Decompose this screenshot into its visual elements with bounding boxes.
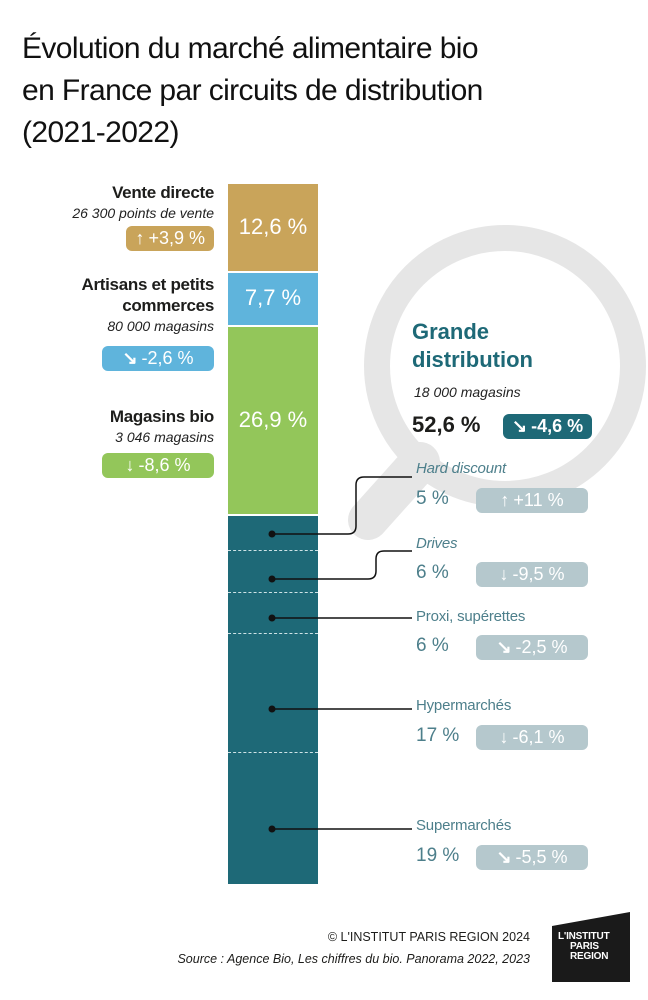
sub-share-hypermarches: 17 %: [416, 725, 460, 746]
change-value: +3,9 %: [148, 228, 205, 248]
sub-divider-0: [228, 549, 318, 551]
logo-line-1: L'INSTITUT: [558, 931, 610, 942]
sub-name-hypermarches: Hypermarchés: [416, 697, 512, 714]
sub-change-drives: ↓ -9,5 %: [476, 562, 588, 587]
change-badge: ↑ +3,9 %: [126, 226, 214, 251]
grande-distribution-change-badge: ↘ -4,6 %: [503, 414, 593, 439]
segment-name: Magasins bio: [109, 407, 214, 426]
sub-share-hard-discount: 5 %: [416, 488, 449, 509]
segment-divider-0: [228, 271, 318, 274]
sub-share-supermarches: 19 %: [416, 845, 460, 866]
segment-sub: 80 000 magasins: [107, 318, 214, 334]
change-value: -4,6 %: [531, 416, 584, 436]
change-value: -2,5 %: [515, 637, 568, 657]
title-line-1: Évolution du marché alimentaire bio: [22, 32, 479, 65]
arrow-down-right-icon: ↘: [122, 348, 138, 368]
bar-segment-0: 12,6 %: [228, 184, 318, 273]
sub-divider-1: [228, 591, 318, 593]
change-value: -6,1 %: [512, 727, 565, 747]
bar-segment-label-1: 7,7 %: [244, 285, 302, 311]
segment-sub: 3 046 magasins: [115, 429, 214, 445]
sub-name-supermarches: Supermarchés: [416, 817, 512, 834]
segment-divider-1: [228, 325, 318, 328]
dot-drives: [268, 575, 276, 583]
sub-name-proxi: Proxi, supérettes: [416, 608, 526, 625]
arrow-down-right-icon: ↘: [512, 416, 528, 436]
change-value: -9,5 %: [512, 564, 565, 584]
sub-name-hard-discount: Hard discount: [416, 460, 506, 477]
label-artisans: Artisans et petits commerces 80 000 maga…: [10, 274, 214, 371]
dot-hard-discount: [268, 530, 276, 538]
sub-share-drives: 6 %: [416, 562, 449, 583]
sub-change-hypermarches: ↓ -6,1 %: [476, 725, 588, 750]
dot-supermarches: [268, 825, 276, 833]
arrow-down-icon: ↓: [499, 564, 509, 584]
sub-divider-3: [228, 751, 318, 753]
dot-proxi: [268, 614, 276, 622]
logo-line-3: REGION: [570, 951, 609, 962]
change-value: -8,6 %: [138, 455, 191, 475]
arrow-up-icon: ↑: [135, 228, 145, 248]
change-value: -5,5 %: [515, 847, 568, 867]
bar-segment-label-0: 12,6 %: [238, 214, 308, 240]
bar-segment-label-2: 26,9 %: [238, 406, 308, 432]
arrow-up-icon: ↑: [500, 490, 510, 510]
change-value: +11 %: [513, 490, 564, 510]
logo-line-2: PARIS: [570, 941, 599, 952]
grande-distribution-share: 52,6 %: [412, 412, 481, 437]
logo-text: L'INSTITUT PARIS REGION: [558, 931, 610, 962]
segment-sub: 26 300 points de vente: [72, 205, 214, 221]
copyright: © L'INSTITUT PARIS REGION 2024: [327, 930, 530, 944]
label-magasins-bio: Magasins bio 3 046 magasins ↓ -8,6 %: [10, 406, 214, 478]
sub-name-drives: Drives: [416, 535, 458, 552]
arrow-down-right-icon: ↘: [496, 637, 512, 657]
change-value: -2,6 %: [141, 348, 194, 368]
grande-distribution-sub: 18 000 magasins: [414, 384, 521, 400]
title-line-2: en France par circuits de distribution: [22, 74, 483, 107]
leader-line-hard-discount: [272, 476, 412, 535]
chart-title: Évolution du marché alimentaire bio en F…: [22, 28, 622, 154]
source: Source : Agence Bio, Les chiffres du bio…: [177, 952, 530, 966]
grande-distribution-title: Grande distribution: [412, 319, 533, 372]
change-badge: ↘ -2,6 %: [102, 346, 214, 371]
sub-change-supermarches: ↘ -5,5 %: [476, 845, 588, 870]
sub-divider-2: [228, 633, 318, 635]
dot-hypermarches: [268, 705, 276, 713]
arrow-down-icon: ↓: [499, 727, 509, 747]
sub-change-hard-discount: ↑ +11 %: [476, 488, 588, 513]
arrow-down-icon: ↓: [125, 455, 135, 475]
leader-line-drives: [272, 550, 412, 580]
bar-segment-1: 7,7 %: [228, 272, 318, 327]
segment-divider-2: [228, 514, 318, 517]
segment-name: Vente directe: [112, 183, 214, 202]
sub-change-proxi: ↘ -2,5 %: [476, 635, 588, 660]
title-line-3: (2021-2022): [22, 116, 179, 149]
label-vente-directe: Vente directe 26 300 points de vente ↑ +3…: [10, 182, 214, 251]
change-badge: ↓ -8,6 %: [102, 453, 214, 478]
bar-segment-2: 26,9 %: [228, 326, 318, 516]
sub-share-proxi: 6 %: [416, 635, 449, 656]
arrow-down-right-icon: ↘: [496, 847, 512, 867]
segment-name: Artisans et petits commerces: [81, 275, 214, 315]
institut-paris-region-logo: [552, 912, 630, 982]
